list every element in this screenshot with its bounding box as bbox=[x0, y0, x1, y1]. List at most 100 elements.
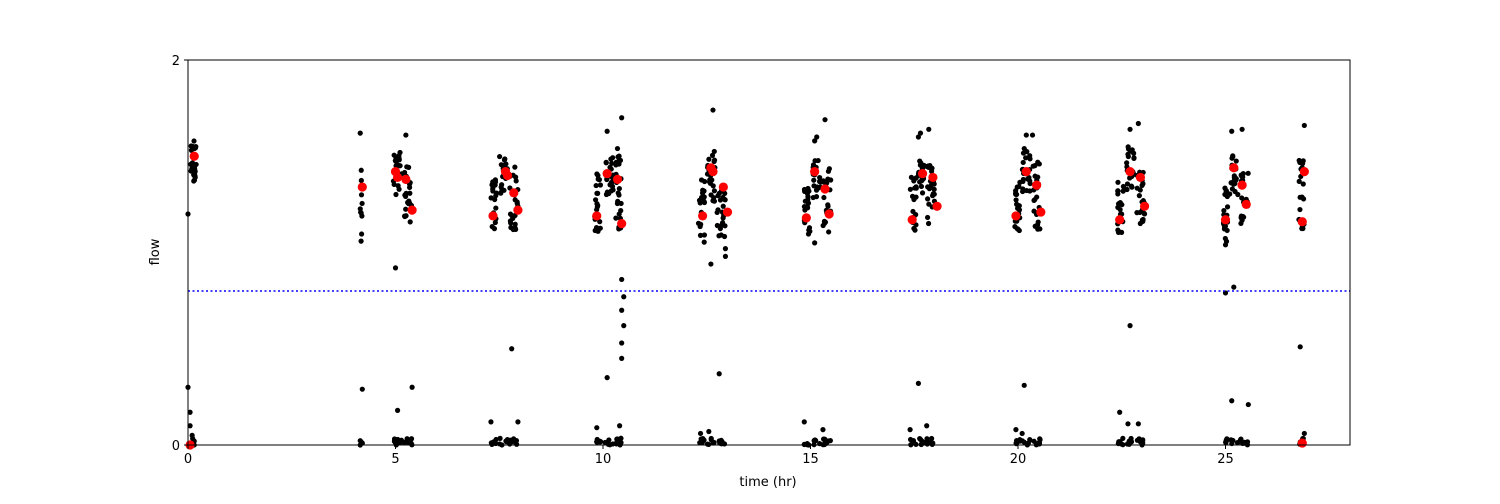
data-point bbox=[618, 200, 624, 207]
data-point bbox=[1128, 183, 1135, 189]
data-point bbox=[1013, 427, 1019, 433]
data-point bbox=[924, 441, 930, 447]
data-point bbox=[704, 441, 710, 447]
data-point bbox=[189, 432, 195, 438]
data-point bbox=[514, 201, 520, 207]
data-point bbox=[1014, 205, 1021, 211]
mean-point bbox=[612, 174, 623, 184]
data-point bbox=[595, 228, 601, 234]
mean-point bbox=[392, 172, 403, 183]
mean-point bbox=[357, 182, 367, 192]
data-point bbox=[489, 224, 495, 230]
data-point bbox=[1025, 440, 1032, 446]
mean-points-layer bbox=[185, 151, 1309, 450]
data-point bbox=[907, 186, 913, 192]
data-point bbox=[613, 215, 619, 221]
data-point bbox=[1221, 207, 1227, 214]
data-point bbox=[706, 156, 712, 162]
data-point bbox=[359, 440, 365, 446]
mean-point bbox=[907, 215, 917, 225]
data-point bbox=[1299, 160, 1306, 167]
data-point bbox=[908, 174, 915, 180]
data-point bbox=[393, 163, 399, 169]
data-point bbox=[1034, 222, 1041, 228]
x-tick-label: 25 bbox=[1217, 452, 1234, 467]
data-point bbox=[393, 191, 399, 198]
data-point bbox=[1117, 206, 1123, 213]
y-tick-label: 0 bbox=[172, 439, 180, 454]
data-point bbox=[406, 164, 412, 170]
data-point bbox=[191, 138, 197, 144]
data-point bbox=[812, 138, 818, 144]
mean-point bbox=[1139, 201, 1150, 211]
data-point bbox=[408, 436, 415, 442]
data-point bbox=[402, 192, 408, 198]
data-point bbox=[929, 435, 935, 442]
data-point bbox=[825, 168, 832, 174]
data-point bbox=[1231, 284, 1237, 290]
data-point bbox=[1296, 157, 1302, 164]
data-point bbox=[1120, 435, 1126, 441]
data-point bbox=[1229, 128, 1235, 134]
data-point bbox=[708, 261, 714, 267]
data-point bbox=[821, 179, 827, 185]
data-point bbox=[619, 115, 625, 121]
data-point bbox=[499, 182, 505, 188]
data-point bbox=[618, 208, 624, 214]
data-point bbox=[1296, 178, 1302, 184]
plot-frame bbox=[187, 59, 1351, 446]
data-point bbox=[1131, 155, 1137, 161]
data-point bbox=[697, 232, 704, 238]
data-point bbox=[701, 232, 708, 238]
data-point bbox=[493, 193, 499, 199]
data-point bbox=[488, 195, 494, 201]
data-point bbox=[1013, 197, 1019, 203]
data-point bbox=[490, 184, 496, 190]
data-point bbox=[929, 441, 935, 448]
data-point bbox=[394, 407, 401, 413]
data-point bbox=[812, 240, 818, 246]
data-point bbox=[1224, 227, 1230, 234]
data-point bbox=[696, 197, 703, 203]
data-point bbox=[493, 205, 499, 211]
data-point bbox=[825, 176, 831, 182]
mean-point bbox=[1297, 438, 1307, 448]
data-point bbox=[359, 200, 365, 207]
data-point bbox=[1030, 163, 1036, 169]
data-point bbox=[721, 441, 728, 447]
data-point bbox=[189, 164, 196, 170]
data-point bbox=[913, 184, 919, 190]
data-point bbox=[619, 276, 625, 283]
data-point bbox=[1023, 155, 1029, 161]
mean-point bbox=[698, 211, 708, 221]
data-point bbox=[1240, 214, 1246, 220]
x-tick-label: 5 bbox=[391, 452, 399, 467]
data-point bbox=[826, 229, 832, 235]
data-point bbox=[915, 134, 922, 140]
data-point bbox=[698, 221, 704, 227]
data-point bbox=[707, 177, 713, 183]
data-point bbox=[926, 126, 932, 132]
mean-point bbox=[1135, 172, 1146, 183]
data-point bbox=[1245, 170, 1251, 176]
mean-point bbox=[617, 219, 627, 229]
mean-point bbox=[189, 151, 199, 161]
data-point bbox=[913, 194, 919, 200]
data-point bbox=[925, 220, 932, 227]
data-point bbox=[925, 184, 931, 190]
data-point bbox=[609, 160, 615, 166]
data-point bbox=[1020, 176, 1026, 183]
data-point bbox=[619, 355, 625, 361]
data-points-layer bbox=[185, 107, 1307, 448]
data-point bbox=[604, 176, 610, 183]
data-point bbox=[358, 238, 364, 244]
data-point bbox=[1020, 159, 1026, 166]
axes-layer: 0 5 10 15 20 25 0 2 bbox=[172, 54, 1351, 467]
data-point bbox=[604, 375, 610, 381]
data-point bbox=[187, 423, 193, 429]
data-point bbox=[407, 190, 413, 196]
mean-point bbox=[820, 184, 830, 194]
data-point bbox=[492, 219, 498, 226]
data-point bbox=[702, 178, 708, 185]
